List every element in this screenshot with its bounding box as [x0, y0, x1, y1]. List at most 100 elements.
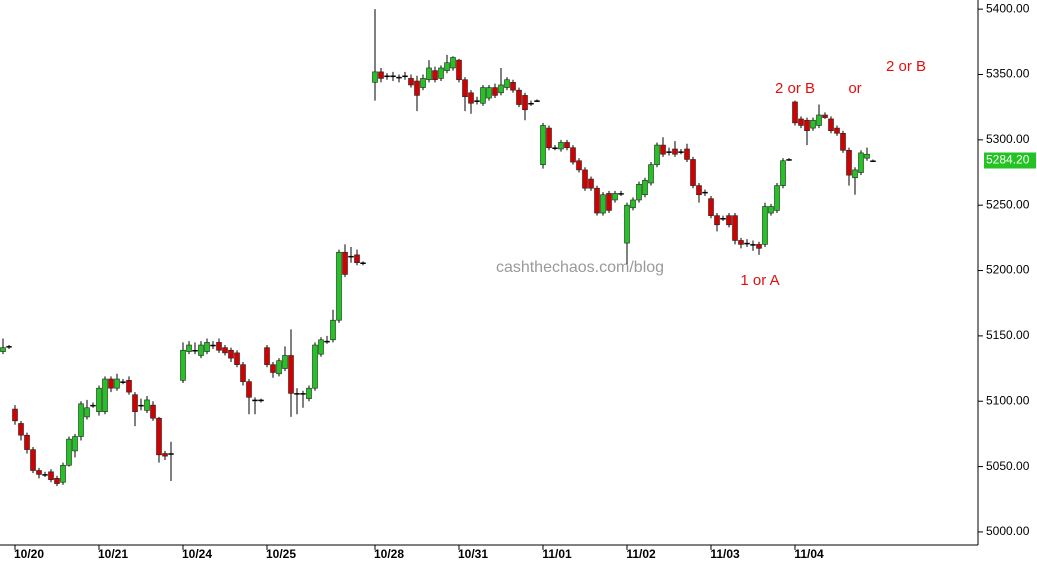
- candle-body: [744, 242, 750, 245]
- candle-body: [336, 251, 342, 321]
- candle-body: [492, 87, 498, 96]
- candle-body: [738, 240, 744, 245]
- candle-body: [588, 178, 594, 189]
- candle-body: [60, 464, 66, 483]
- candle-body: [186, 344, 192, 352]
- candle-body: [696, 185, 702, 196]
- candle-body: [282, 355, 288, 369]
- candle-body: [354, 254, 360, 263]
- candle-body: [348, 255, 354, 258]
- candle-body: [642, 180, 648, 196]
- candle-body: [780, 160, 786, 186]
- candle-body: [720, 218, 726, 220]
- x-tick-label: 11/03: [710, 547, 740, 561]
- candle-body: [864, 153, 870, 159]
- candle-body: [120, 381, 126, 383]
- candle-body: [690, 159, 696, 186]
- candle-body: [756, 244, 762, 249]
- x-tick-label: 11/04: [794, 547, 824, 561]
- candle-body: [444, 62, 450, 71]
- candle-body: [144, 399, 150, 411]
- candle-body: [672, 148, 678, 155]
- x-tick-label: 10/28: [374, 547, 404, 561]
- candle-body: [450, 57, 456, 69]
- candle-body: [798, 118, 804, 126]
- candle-body: [708, 198, 714, 216]
- y-tick-label: 5200.00: [986, 263, 1030, 277]
- candle-body: [246, 381, 252, 398]
- candle-body: [54, 478, 60, 484]
- candle-body: [528, 102, 534, 105]
- candle-body: [504, 79, 510, 88]
- candle-body: [822, 114, 828, 118]
- candle-body: [18, 423, 24, 436]
- candle-body: [420, 78, 426, 88]
- candle-body: [804, 119, 810, 131]
- candle-body: [126, 380, 132, 393]
- candle-body: [768, 206, 774, 214]
- annotation: 1 or A: [740, 272, 779, 289]
- candle-body: [570, 147, 576, 163]
- y-tick-label: 5100.00: [986, 393, 1030, 407]
- candle-body: [714, 215, 720, 226]
- y-tick-label: 5150.00: [986, 328, 1030, 342]
- candle-body: [456, 59, 462, 81]
- candle-body: [390, 75, 396, 78]
- candle-body: [48, 471, 54, 480]
- candle-body: [90, 404, 96, 407]
- candle-body: [318, 339, 324, 355]
- y-tick-label: 5000.00: [986, 524, 1030, 538]
- candle-body: [684, 148, 690, 160]
- candle-body: [408, 78, 414, 86]
- candle-body: [168, 453, 174, 455]
- candle-body: [84, 407, 90, 418]
- candle-body: [12, 408, 18, 422]
- candle-body: [852, 169, 858, 179]
- candle-body: [462, 79, 468, 98]
- candle-body: [576, 160, 582, 171]
- candle-body: [30, 449, 36, 471]
- candle-body: [378, 71, 384, 79]
- x-tick-label: 10/21: [98, 547, 128, 561]
- candle-body: [660, 144, 666, 155]
- candle-body: [0, 347, 6, 352]
- candle-body: [330, 319, 336, 341]
- candle-body: [702, 191, 708, 194]
- candle-body: [294, 393, 300, 395]
- candle-body: [774, 185, 780, 211]
- candle-body: [102, 378, 108, 412]
- candle-body: [204, 342, 210, 352]
- candle-body: [480, 87, 486, 104]
- candle-body: [198, 344, 204, 356]
- candle-body: [552, 147, 558, 149]
- candle-body: [150, 404, 156, 419]
- last-price-box: [984, 152, 1036, 169]
- candle-body: [498, 84, 504, 94]
- candle-body: [486, 87, 492, 99]
- candle-body: [594, 187, 600, 214]
- y-tick-label: 5300.00: [986, 132, 1030, 146]
- candle-body: [138, 404, 144, 407]
- candle-body: [546, 127, 552, 148]
- candle-body: [384, 75, 390, 78]
- candle-body: [162, 453, 168, 457]
- annotation: 2 or B: [886, 58, 926, 75]
- y-tick-label: 5050.00: [986, 459, 1030, 473]
- candle-body: [468, 92, 474, 104]
- candle-body: [624, 204, 630, 244]
- candle-body: [858, 152, 864, 173]
- candle-body: [606, 193, 612, 211]
- candle-body: [216, 342, 222, 351]
- watermark: cashthechaos.com/blog: [496, 259, 664, 276]
- candle-body: [300, 393, 306, 395]
- candle-body: [342, 251, 348, 275]
- candle-body: [240, 364, 246, 382]
- candle-body: [96, 387, 102, 412]
- candle-body: [600, 194, 606, 214]
- candle-body: [732, 215, 738, 241]
- candle-body: [564, 142, 570, 148]
- candle-body: [636, 183, 642, 201]
- candle-body: [234, 352, 240, 365]
- candle-body: [612, 193, 618, 201]
